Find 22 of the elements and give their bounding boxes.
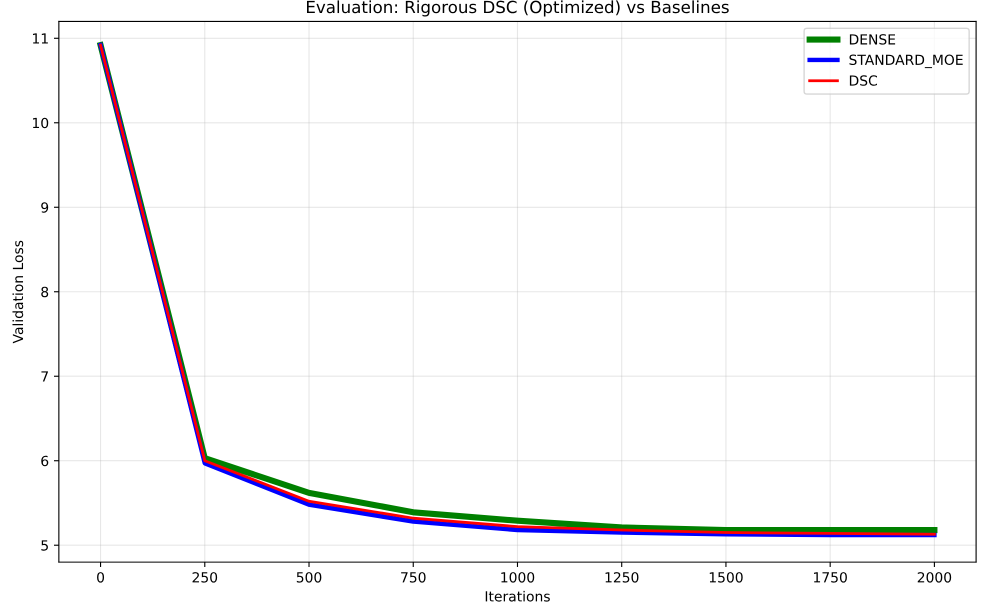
y-tick-label: 10: [32, 118, 48, 128]
x-tick-label: 2000: [918, 572, 952, 583]
legend-label: DENSE: [850, 34, 896, 45]
y-tick-label: 9: [41, 202, 48, 213]
x-tick-label: 0: [97, 572, 104, 583]
legend-label: DSC: [850, 75, 877, 86]
legend-label: STANDARD_MOE: [849, 54, 963, 68]
x-tick-label: 250: [192, 572, 218, 583]
x-axis-title: Iterations: [486, 590, 550, 602]
x-tick-label: 1000: [501, 572, 534, 583]
y-tick-label: 5: [41, 540, 48, 551]
y-axis-title: Validation Loss: [12, 240, 24, 344]
y-tick-label: 11: [32, 33, 48, 44]
x-tick-label: 750: [401, 572, 426, 583]
y-tick-label: 6: [41, 456, 48, 466]
x-tick-label: 1750: [814, 572, 847, 583]
x-tick-label: 1500: [710, 572, 743, 583]
x-tick-label: 500: [296, 572, 322, 583]
chart-title: Evaluation: Rigorous DSC (Optimized) vs Baselines: [307, 0, 729, 17]
y-tick-label: 8: [41, 286, 48, 298]
x-tick-label: 1250: [606, 572, 638, 583]
y-tick-label: 7: [41, 371, 48, 382]
